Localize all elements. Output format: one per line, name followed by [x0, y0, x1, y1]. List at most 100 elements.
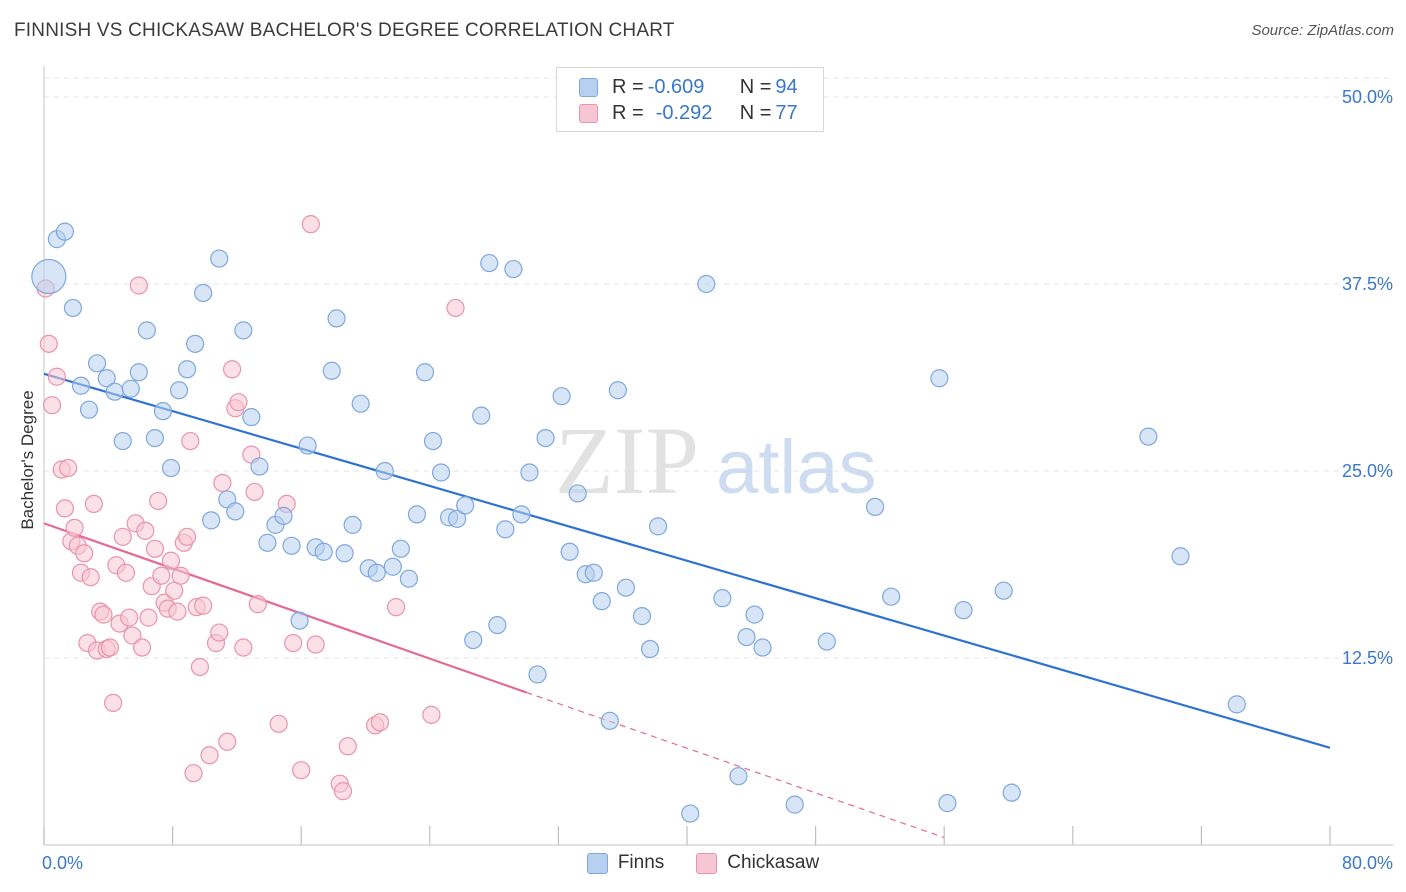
- finns-point: [640, 639, 660, 659]
- finns-point: [186, 334, 205, 353]
- finns-point: [520, 463, 539, 482]
- legend-item-finns[interactable]: Finns: [586, 852, 664, 874]
- finns-point: [552, 387, 571, 406]
- chickasaw-point: [149, 491, 168, 511]
- chickasaw-point: [84, 494, 103, 514]
- finns-point: [226, 502, 245, 521]
- finns-point: [632, 607, 652, 626]
- chickasaw-legend-label: Chickasaw: [727, 852, 820, 873]
- chickasaw-point: [139, 608, 158, 627]
- finns-point: [63, 298, 83, 318]
- chart-title: FINNISH VS CHICKASAW BACHELOR'S DEGREE C…: [14, 20, 675, 41]
- y-tick-label: 25.0%: [1342, 461, 1393, 481]
- chickasaw-r-label: R =: [612, 101, 644, 124]
- finns-point: [697, 274, 716, 294]
- x-tick-label-min: 0.0%: [42, 853, 83, 873]
- finns-point: [145, 428, 165, 448]
- finns-legend-swatch: [586, 852, 608, 874]
- chickasaw-point: [306, 635, 325, 654]
- finns-point: [242, 408, 261, 427]
- chickasaw-point: [222, 360, 242, 379]
- chickasaw-point: [386, 598, 406, 617]
- chickasaw-point: [301, 215, 320, 234]
- finns-point: [648, 517, 668, 536]
- chickasaw-trend-line: [43, 522, 527, 694]
- y-tick-label: 12.5%: [1342, 648, 1393, 668]
- chickasaw-point: [229, 393, 248, 412]
- finns-point: [817, 632, 836, 651]
- chickasaw-point: [245, 482, 264, 502]
- finns-point: [129, 363, 148, 382]
- legend-row-chickasaw: R = -0.292 N = 77: [579, 101, 798, 125]
- finns-point: [314, 542, 333, 561]
- chickasaw-point: [181, 431, 200, 451]
- finns-point: [431, 463, 451, 482]
- chickasaw-point: [284, 633, 303, 653]
- y-axis-label: Bachelor's Degree: [18, 390, 37, 529]
- finns-point: [608, 381, 627, 400]
- finns-point: [351, 394, 370, 413]
- legend-item-chickasaw[interactable]: Chickasaw: [696, 852, 819, 874]
- chickasaw-point: [422, 705, 441, 724]
- finns-points: [31, 222, 1246, 823]
- finns-r-value: -0.609: [647, 75, 705, 98]
- finns-point: [512, 505, 531, 524]
- finns-point: [504, 259, 523, 279]
- finns-point: [87, 354, 107, 373]
- chickasaw-point: [59, 458, 78, 478]
- chickasaw-legend-swatch: [696, 852, 718, 874]
- chickasaw-point: [218, 732, 237, 751]
- chickasaw-swatch: [579, 103, 598, 123]
- finns-point: [327, 309, 346, 328]
- zipatlas-watermark: ZIP atlas: [555, 407, 877, 514]
- finns-point: [480, 253, 499, 273]
- finns-point: [234, 321, 253, 340]
- chickasaw-point: [248, 595, 267, 614]
- finns-point: [335, 544, 354, 563]
- finns-point: [456, 496, 475, 515]
- chickasaw-point: [370, 713, 390, 732]
- chickasaw-point: [171, 566, 190, 585]
- finns-point: [1227, 695, 1246, 714]
- finns-point: [407, 505, 427, 524]
- chickasaw-point: [269, 714, 288, 733]
- finns-point: [713, 589, 732, 608]
- finns-point: [930, 369, 949, 388]
- chickasaw-point: [65, 518, 84, 537]
- finns-point: [79, 400, 99, 419]
- finns-point: [210, 249, 229, 268]
- tick-labels: 12.5% 25.0% 37.5% 50.0% 0.0% 80.0%: [42, 87, 1393, 873]
- finns-point: [391, 539, 410, 558]
- chickasaw-point: [200, 746, 219, 765]
- chickasaw-point: [129, 276, 148, 295]
- finns-point: [105, 382, 124, 401]
- finns-point: [472, 406, 491, 425]
- finns-point: [169, 381, 189, 400]
- chickasaw-point: [165, 581, 184, 600]
- chickasaw-point: [446, 298, 465, 318]
- chickasaw-point: [161, 551, 181, 570]
- series-legend: Finns Chickasaw: [0, 852, 1406, 874]
- finns-point: [194, 283, 213, 303]
- finns-point: [568, 484, 587, 503]
- finns-point: [383, 557, 402, 576]
- finns-point: [202, 511, 221, 530]
- finns-point: [290, 611, 309, 630]
- finns-point: [865, 497, 885, 517]
- finns-point: [448, 509, 467, 528]
- chickasaw-points: [36, 215, 465, 801]
- finns-point: [97, 369, 116, 388]
- chickasaw-point: [104, 693, 123, 712]
- finns-point: [250, 457, 269, 476]
- watermark-atlas: atlas: [716, 425, 877, 510]
- finns-point: [71, 376, 91, 395]
- finns-point: [560, 542, 579, 561]
- finns-point: [161, 458, 181, 478]
- chickasaw-point: [333, 782, 353, 801]
- finns-point: [282, 536, 301, 555]
- chickasaw-point: [94, 605, 113, 624]
- chickasaw-point: [123, 626, 142, 645]
- finns-point: [753, 638, 772, 657]
- chickasaw-point: [292, 761, 311, 780]
- legend-row-finns: R = -0.609 N = 94: [579, 75, 798, 99]
